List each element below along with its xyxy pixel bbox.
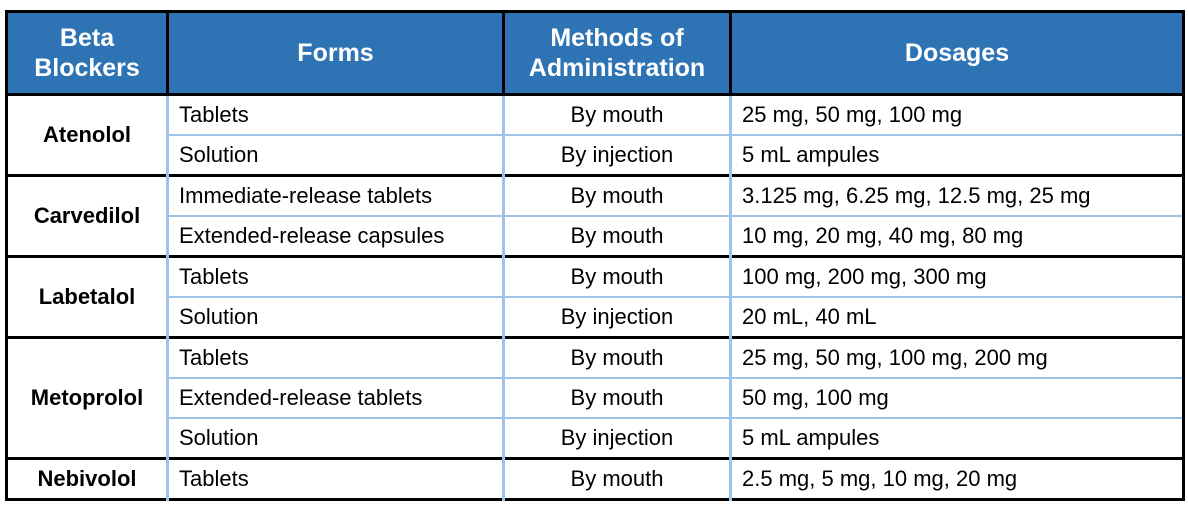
form-cell: Tablets — [166, 457, 504, 500]
drug-name: Carvedilol — [6, 174, 168, 257]
form-cell: Tablets — [166, 336, 504, 378]
dosage-cell: 2.5 mg, 5 mg, 10 mg, 20 mg — [729, 457, 1184, 500]
drug-name: Atenolol — [6, 93, 168, 176]
table-header: Beta Blockers Forms Methods of Administr… — [6, 11, 1184, 96]
dosage-cell: 25 mg, 50 mg, 100 mg, 200 mg — [729, 336, 1184, 378]
form-cell: Solution — [166, 417, 504, 459]
dosage-cell: 5 mL ampules — [729, 417, 1184, 459]
header-cell: Beta Blockers — [6, 11, 168, 96]
table-row: Atenolol Tablets By mouth 25 mg, 50 mg, 100… — [6, 93, 1184, 176]
header-cell: Forms — [166, 11, 504, 96]
method-cell: By injection — [502, 417, 731, 459]
dosage-cell: 100 mg, 200 mg, 300 mg — [729, 255, 1184, 297]
table-row: Extended-release capsules By mouth 10 mg, … — [7, 215, 1184, 257]
table-row: Extended-release tablets By mouth 50 mg, 1… — [7, 377, 1184, 418]
beta-blocker-table: Beta Blockers Forms Methods of Administr… — [5, 10, 1185, 501]
drug-name: Labetalol — [6, 255, 168, 338]
drug-name: Metoprolol — [6, 336, 168, 459]
table-row: Solution By injection 20 mL, 40 mL — [7, 296, 1184, 338]
form-cell: Extended-release tablets — [166, 377, 504, 418]
form-cell: Tablets — [166, 255, 504, 297]
method-cell: By mouth — [502, 93, 731, 135]
table-row: Nebivolol Tablets By mouth 2.5 mg, 5 mg, 10… — [6, 457, 1184, 500]
dosage-cell: 10 mg, 20 mg, 40 mg, 80 mg — [729, 215, 1184, 257]
method-cell: By injection — [502, 134, 731, 176]
header-cell: Dosages — [729, 11, 1184, 96]
dosage-cell: 50 mg, 100 mg — [729, 377, 1184, 418]
table-row: Solution By injection 5 mL ampules — [7, 417, 1184, 459]
form-cell: Tablets — [166, 93, 504, 135]
dosage-cell: 25 mg, 50 mg, 100 mg — [729, 93, 1184, 135]
form-cell: Extended-release capsules — [166, 215, 504, 257]
dosage-cell: 20 mL, 40 mL — [729, 296, 1184, 338]
method-cell: By mouth — [502, 255, 731, 297]
table-row: Solution By injection 5 mL ampules — [7, 134, 1184, 176]
dosage-cell: 5 mL ampules — [729, 134, 1184, 176]
form-cell: Solution — [166, 134, 504, 176]
method-cell: By mouth — [502, 377, 731, 418]
table-body: Atenolol Tablets By mouth 25 mg, 50 mg, 100… — [6, 93, 1184, 500]
dosage-cell: 3.125 mg, 6.25 mg, 12.5 mg, 25 mg — [729, 174, 1184, 216]
form-cell: Solution — [166, 296, 504, 338]
header-row: Beta Blockers Forms Methods of Administr… — [6, 11, 1184, 96]
table-row: Carvedilol Immediate-release tablets By mo… — [6, 174, 1184, 257]
method-cell: By mouth — [502, 215, 731, 257]
table-row: Metoprolol Tablets By mouth 25 mg, 50 mg, 1… — [6, 336, 1184, 459]
method-cell: By injection — [502, 296, 731, 338]
method-cell: By mouth — [502, 336, 731, 378]
drug-name: Nebivolol — [6, 457, 168, 500]
method-cell: By mouth — [502, 457, 731, 500]
header-cell: Methods of Administration — [502, 11, 731, 96]
method-cell: By mouth — [502, 174, 731, 216]
table-row: Labetalol Tablets By mouth 100 mg, 200 mg, … — [6, 255, 1184, 338]
form-cell: Immediate-release tablets — [166, 174, 504, 216]
